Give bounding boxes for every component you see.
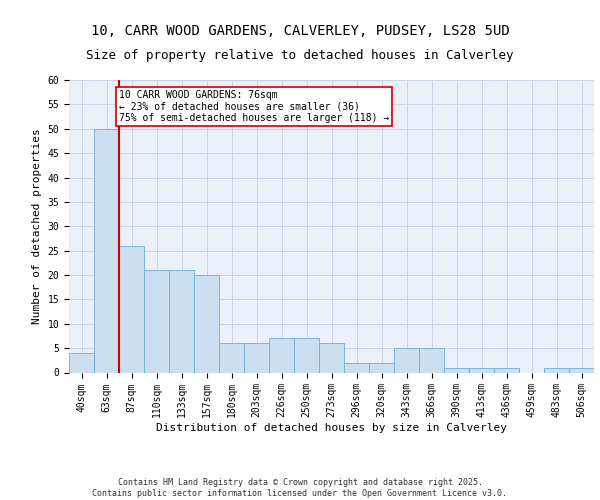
- Bar: [119, 246, 144, 372]
- Bar: [94, 128, 119, 372]
- Bar: [494, 368, 519, 372]
- Bar: [244, 343, 269, 372]
- X-axis label: Distribution of detached houses by size in Calverley: Distribution of detached houses by size …: [156, 423, 507, 433]
- Bar: [144, 270, 169, 372]
- Bar: [319, 343, 344, 372]
- Bar: [294, 338, 319, 372]
- Bar: [544, 368, 569, 372]
- Text: Contains HM Land Registry data © Crown copyright and database right 2025.
Contai: Contains HM Land Registry data © Crown c…: [92, 478, 508, 498]
- Bar: [169, 270, 194, 372]
- Bar: [69, 353, 94, 372]
- Bar: [369, 363, 394, 372]
- Bar: [194, 275, 219, 372]
- Bar: [419, 348, 444, 372]
- Text: 10 CARR WOOD GARDENS: 76sqm
← 23% of detached houses are smaller (36)
75% of sem: 10 CARR WOOD GARDENS: 76sqm ← 23% of det…: [119, 90, 389, 123]
- Bar: [394, 348, 419, 372]
- Bar: [469, 368, 494, 372]
- Y-axis label: Number of detached properties: Number of detached properties: [32, 128, 42, 324]
- Text: Size of property relative to detached houses in Calverley: Size of property relative to detached ho…: [86, 50, 514, 62]
- Bar: [344, 363, 369, 372]
- Bar: [569, 368, 594, 372]
- Text: 10, CARR WOOD GARDENS, CALVERLEY, PUDSEY, LS28 5UD: 10, CARR WOOD GARDENS, CALVERLEY, PUDSEY…: [91, 24, 509, 38]
- Bar: [219, 343, 244, 372]
- Bar: [444, 368, 469, 372]
- Bar: [269, 338, 294, 372]
